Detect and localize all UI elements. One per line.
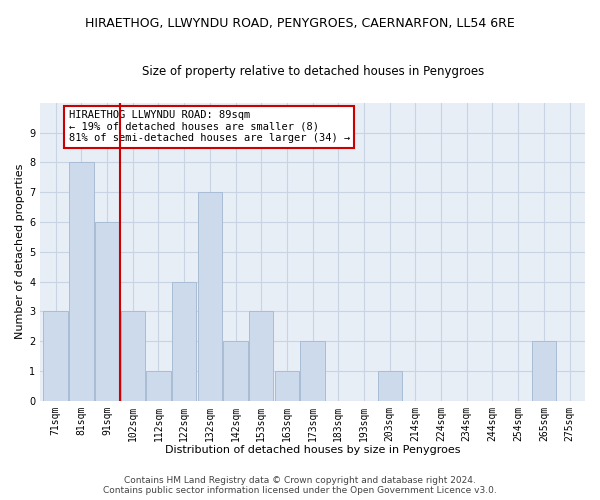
Y-axis label: Number of detached properties: Number of detached properties — [15, 164, 25, 340]
Bar — [95, 222, 119, 400]
Text: HIRAETHOG, LLWYNDU ROAD, PENYGROES, CAERNARFON, LL54 6RE: HIRAETHOG, LLWYNDU ROAD, PENYGROES, CAER… — [85, 18, 515, 30]
Text: Contains HM Land Registry data © Crown copyright and database right 2024.
Contai: Contains HM Land Registry data © Crown c… — [103, 476, 497, 495]
Bar — [249, 312, 274, 400]
Text: HIRAETHOG LLWYNDU ROAD: 89sqm
← 19% of detached houses are smaller (8)
81% of se: HIRAETHOG LLWYNDU ROAD: 89sqm ← 19% of d… — [68, 110, 350, 144]
Title: Size of property relative to detached houses in Penygroes: Size of property relative to detached ho… — [142, 65, 484, 78]
Bar — [275, 371, 299, 400]
Bar — [377, 371, 402, 400]
X-axis label: Distribution of detached houses by size in Penygroes: Distribution of detached houses by size … — [165, 445, 460, 455]
Bar — [172, 282, 196, 401]
Bar — [146, 371, 170, 400]
Bar — [197, 192, 222, 400]
Bar — [69, 162, 94, 400]
Bar — [532, 341, 556, 400]
Bar — [121, 312, 145, 400]
Bar — [301, 341, 325, 400]
Bar — [43, 312, 68, 400]
Bar — [223, 341, 248, 400]
